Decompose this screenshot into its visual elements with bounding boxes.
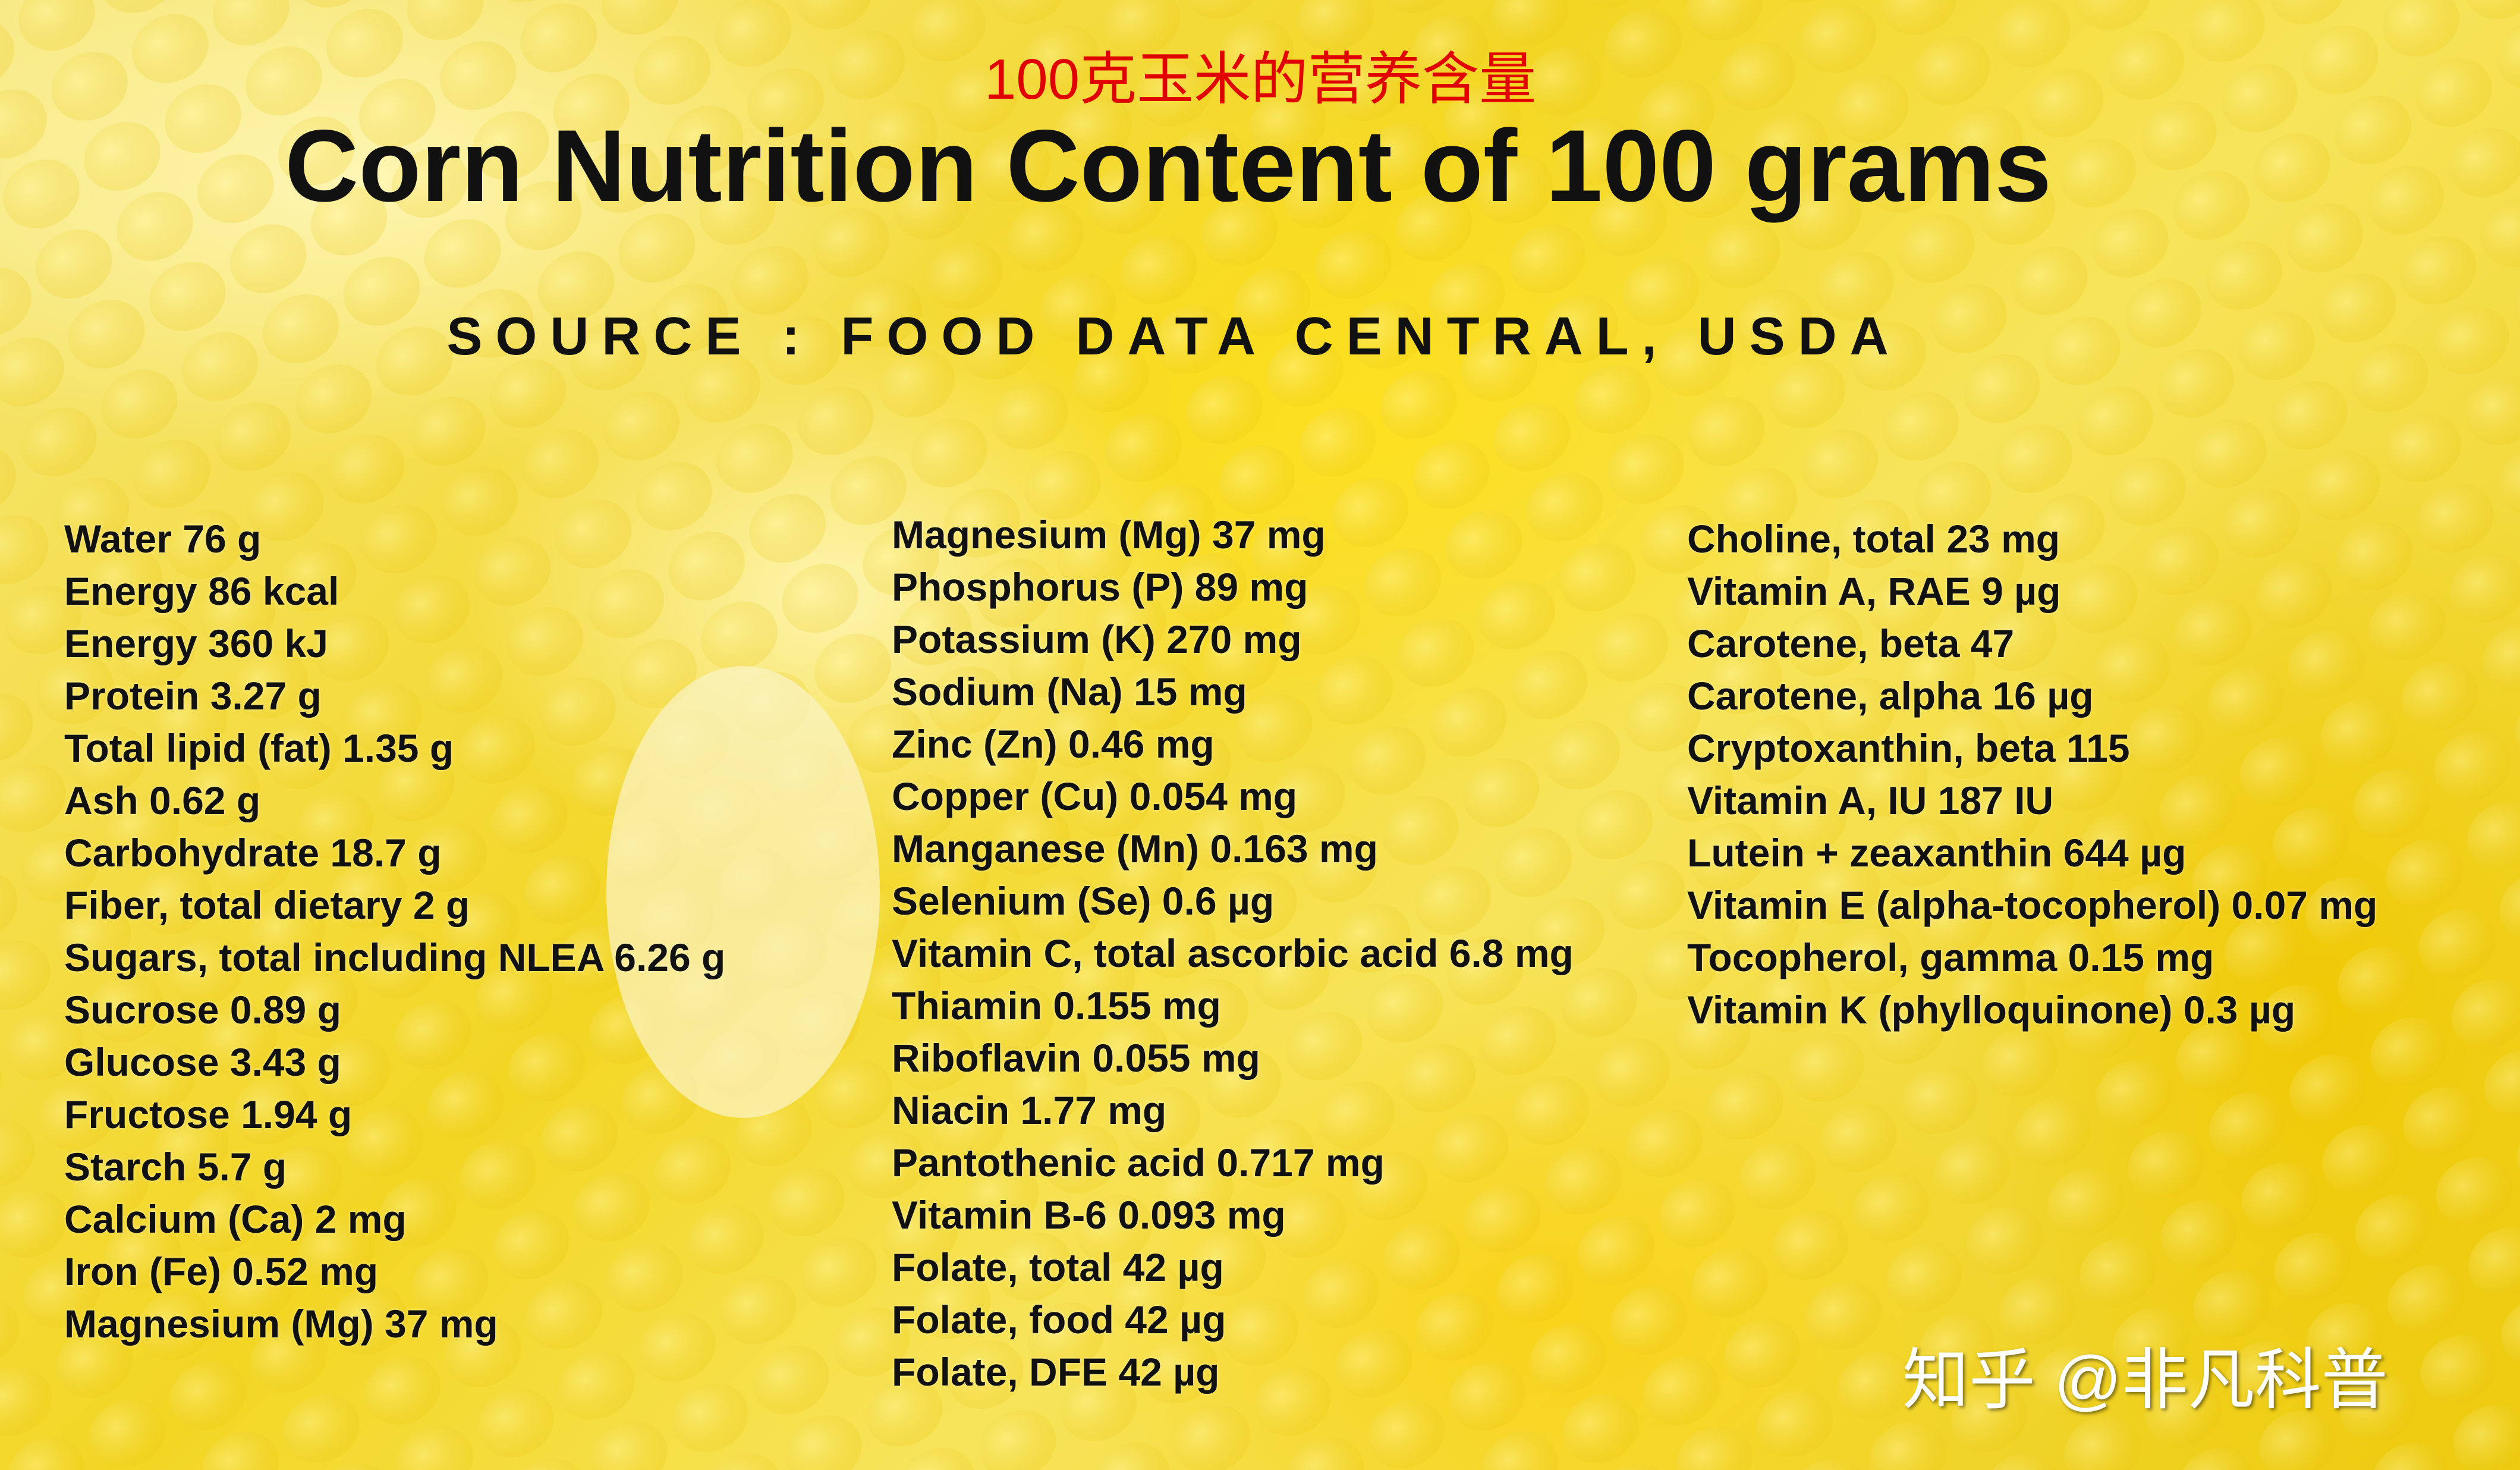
nutrient-item: Vitamin A, IU 187 IU [1687,778,2054,822]
nutrient-item: Sucrose 0.89 g [64,988,341,1032]
nutrient-item: Vitamin K (phylloquinone) 0.3 µg [1687,988,2296,1032]
nutrient-item: Carotene, beta 47 [1687,621,2015,665]
nutrient-item: Niacin 1.77 mg [892,1088,1167,1132]
nutrient-item: Vitamin A, RAE 9 µg [1687,569,2061,613]
nutrient-item: Sodium (Na) 15 mg [892,670,1247,714]
nutrient-item: Iron (Fe) 0.52 mg [64,1249,379,1293]
nutrient-item: Water 76 g [64,517,262,561]
nutrient-item: Choline, total 23 mg [1687,517,2060,561]
nutrient-item: Magnesium (Mg) 37 mg [892,513,1326,557]
nutrient-item: Protein 3.27 g [64,674,322,718]
nutrient-item: Magnesium (Mg) 37 mg [64,1302,498,1346]
nutrient-item: Potassium (K) 270 mg [892,617,1302,661]
nutrient-item: Vitamin B-6 0.093 mg [892,1193,1286,1237]
nutrient-item: Cryptoxanthin, beta 115 [1687,726,2130,770]
nutrient-item: Thiamin 0.155 mg [892,984,1221,1028]
nutrient-item: Vitamin C, total ascorbic acid 6.8 mg [892,931,1574,975]
nutrient-item: Glucose 3.43 g [64,1040,341,1084]
nutrient-item: Carotene, alpha 16 µg [1687,674,2094,718]
nutrient-item: Manganese (Mn) 0.163 mg [892,827,1378,871]
nutrient-item: Energy 360 kJ [64,621,328,665]
nutrient-item: Calcium (Ca) 2 mg [64,1197,407,1241]
nutrient-item: Total lipid (fat) 1.35 g [64,726,454,770]
nutrient-item: Sugars, total including NLEA 6.26 g [64,935,726,979]
nutrient-item: Folate, DFE 42 µg [892,1350,1220,1394]
nutrient-item: Fructose 1.94 g [64,1092,353,1136]
nutrient-column: Magnesium (Mg) 37 mg Phosphorus (P) 89 mg… [892,508,1574,1398]
nutrient-item: Energy 86 kcal [64,569,339,613]
nutrient-item: Selenium (Se) 0.6 µg [892,879,1275,923]
chinese-title: 100克玉米的营养含量 [984,48,1537,111]
nutrient-item: Vitamin E (alpha-tocopherol) 0.07 mg [1687,883,2378,927]
nutrient-item: Phosphorus (P) 89 mg [892,565,1308,609]
nutrient-item: Fiber, total dietary 2 g [64,883,470,927]
nutrient-item: Starch 5.7 g [64,1145,287,1189]
nutrient-column: Choline, total 23 mg Vitamin A, RAE 9 µg C… [1687,513,2377,1036]
source: SOURCE : FOOD DATA CENTRAL, USDA [446,307,1902,366]
title: Corn Nutrition Content of 100 grams [285,109,2052,223]
nutrient-item: Folate, total 42 µg [892,1245,1224,1289]
nutrient-item: Carbohydrate 18.7 g [64,831,442,875]
nutrient-item: Tocopherol, gamma 0.15 mg [1687,935,2214,979]
nutrient-item: Zinc (Zn) 0.46 mg [892,722,1215,766]
nutrient-item: Copper (Cu) 0.054 mg [892,774,1298,818]
nutrient-item: Ash 0.62 g [64,778,261,822]
nutrient-item: Lutein + zeaxanthin 644 µg [1687,831,2186,875]
watermark: 知乎 @非凡科普 [1902,1343,2388,1417]
nutrient-item: Pantothenic acid 0.717 mg [892,1141,1385,1185]
nutrient-item: Riboflavin 0.055 mg [892,1036,1260,1080]
nutrient-item: Folate, food 42 µg [892,1298,1226,1342]
nutrient-column: Water 76 g Energy 86 kcal Energy 360 kJ Pro… [64,513,725,1350]
